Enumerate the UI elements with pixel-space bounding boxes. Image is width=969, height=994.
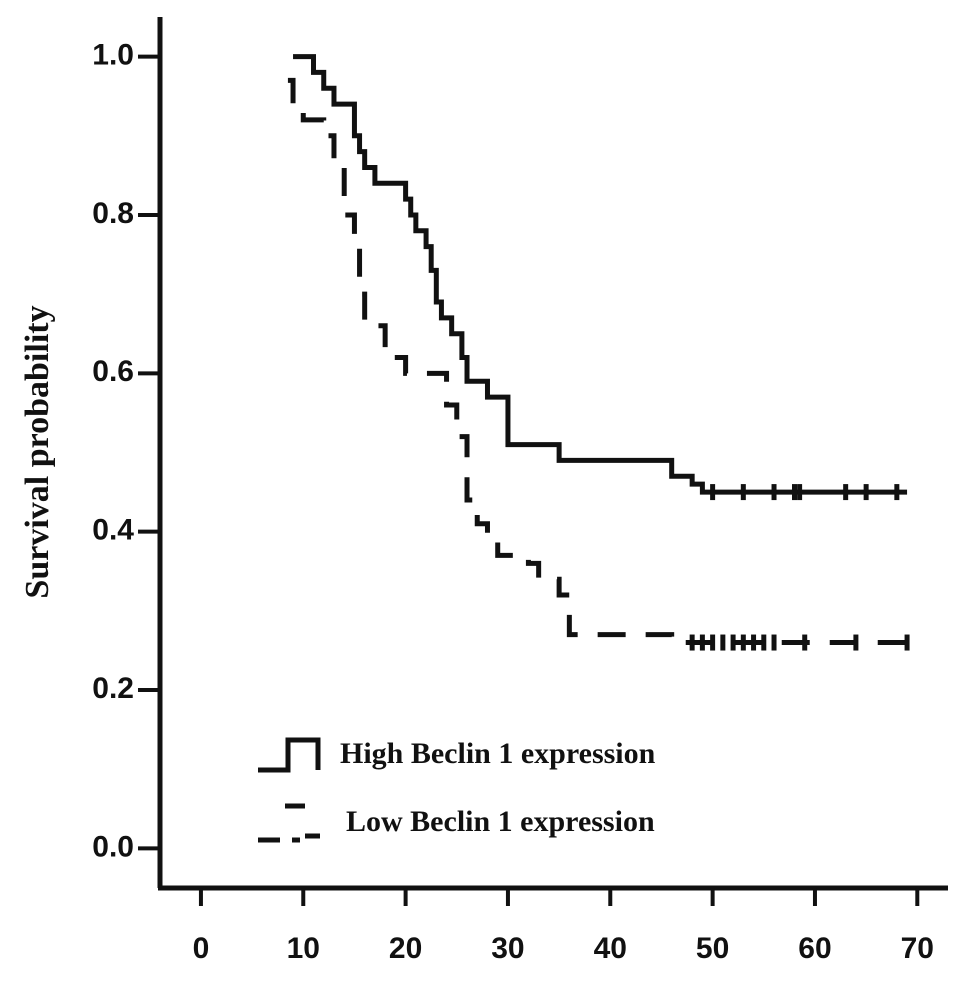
survival-curve (287, 77, 908, 646)
x-tick-label: 50 (696, 932, 729, 965)
y-tick-label: 0.6 (92, 355, 134, 388)
x-tick-label: 60 (798, 932, 831, 965)
x-tick-label: 10 (287, 932, 320, 965)
x-tick-label: 40 (594, 932, 627, 965)
y-tick-label: 0.8 (92, 197, 134, 230)
legend-label: High Beclin 1 expression (340, 737, 656, 770)
legend-swatch (258, 737, 321, 773)
y-tick-label: 1.0 (92, 39, 134, 72)
survival-curve (293, 54, 908, 495)
legend-label: Low Beclin 1 expression (346, 805, 655, 838)
y-axis-label: Survival probability (19, 305, 56, 598)
y-tick-label: 0.4 (92, 514, 134, 547)
x-tick-label: 30 (491, 932, 524, 965)
legend-swatch (258, 803, 320, 843)
x-tick-label: 70 (901, 932, 934, 965)
y-tick-label: 0.2 (92, 672, 134, 705)
x-tick-label: 0 (193, 932, 210, 965)
x-tick-label: 20 (389, 932, 422, 965)
y-tick-label: 0.0 (92, 830, 134, 863)
